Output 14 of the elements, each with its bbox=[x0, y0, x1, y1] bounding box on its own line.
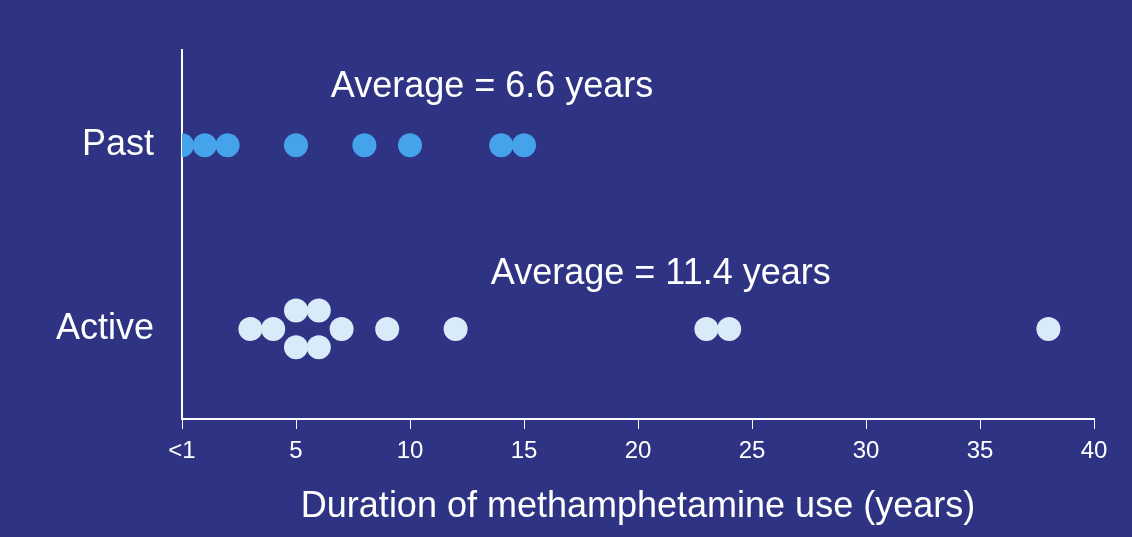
x-tick-label: <1 bbox=[168, 436, 196, 464]
y-tick-label: Past bbox=[81, 122, 154, 164]
x-tick-label: 10 bbox=[396, 436, 424, 464]
annotation: Average = 6.6 years bbox=[330, 64, 654, 106]
x-tick-label: 30 bbox=[852, 436, 880, 464]
x-axis-title: Duration of methamphetamine use (years) bbox=[300, 484, 976, 526]
x-tick-label: 25 bbox=[738, 436, 766, 464]
y-tick-label: Active bbox=[55, 305, 154, 347]
x-tick-label: 20 bbox=[624, 436, 652, 464]
annotation: Average = 11.4 years bbox=[490, 250, 831, 292]
x-tick-label: 40 bbox=[1080, 436, 1108, 464]
x-tick-label: 15 bbox=[510, 436, 538, 464]
x-tick-label: 5 bbox=[289, 436, 303, 464]
x-tick-label: 35 bbox=[966, 436, 994, 464]
